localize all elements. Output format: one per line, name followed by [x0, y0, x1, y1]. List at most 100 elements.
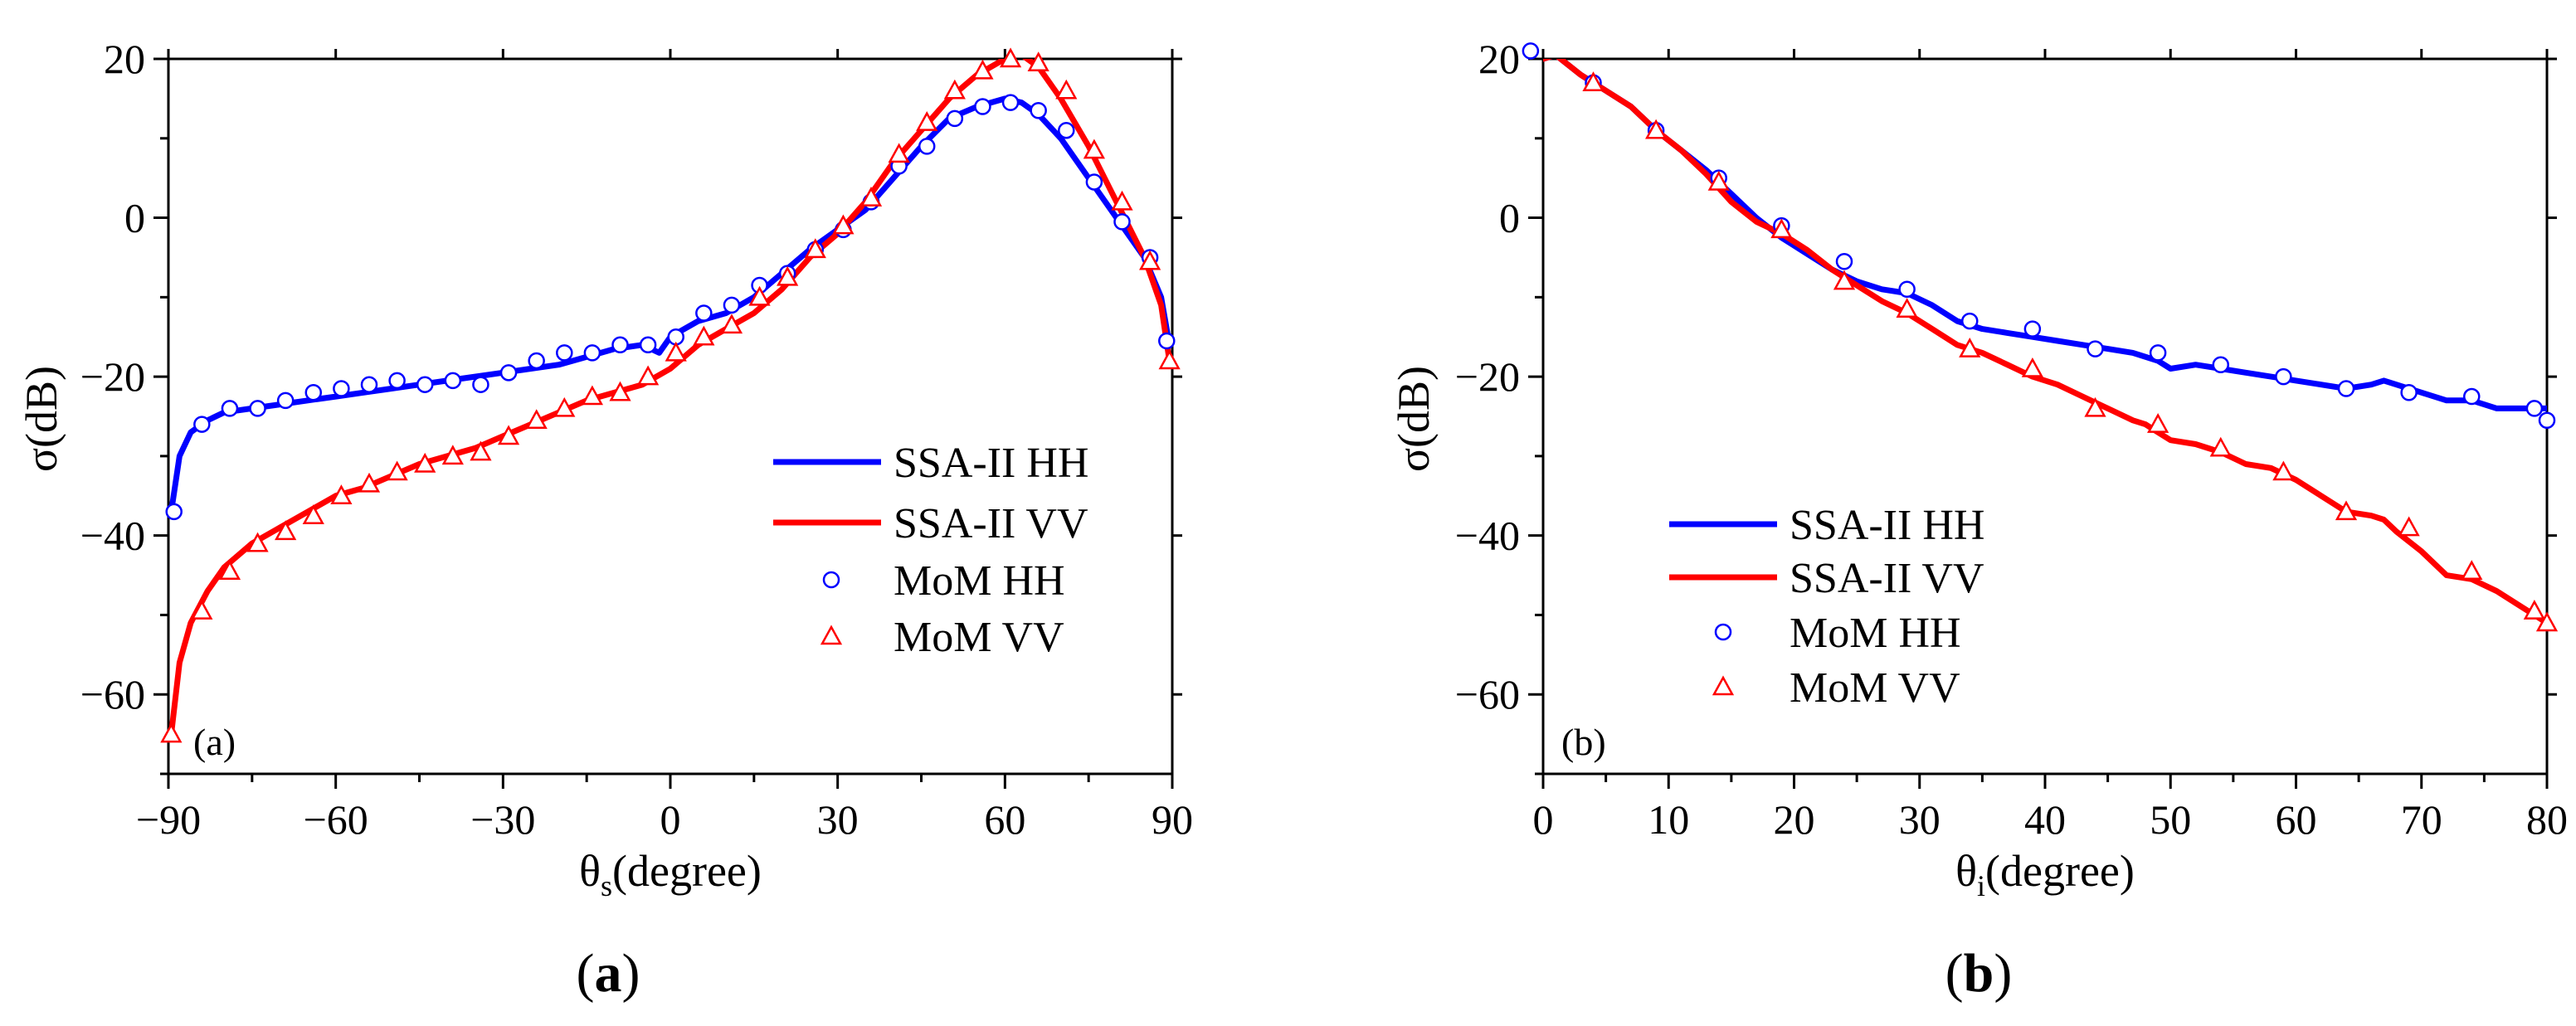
- x-tick-label: −90: [136, 796, 201, 843]
- data-point-mom-vv: [386, 460, 408, 481]
- x-tick-label: 70: [2401, 796, 2442, 843]
- inset-label-b: (b): [1561, 721, 1606, 763]
- data-point-mom-hh: [2538, 411, 2556, 430]
- data-point-mom-vv: [2021, 357, 2043, 377]
- data-point-mom-vv: [2272, 460, 2295, 481]
- data-point-mom-hh: [165, 503, 183, 521]
- x-axis-label-b: θi(degree): [1955, 846, 2135, 902]
- x-tick-label: 90: [1152, 796, 1193, 843]
- data-point-mom-vv: [1582, 71, 1605, 91]
- data-point-mom-hh: [2275, 367, 2292, 386]
- data-point-mom-vv: [1833, 270, 1856, 290]
- data-point-mom-hh: [695, 304, 713, 322]
- panel-b: 0 10 20 30 40 50 60 70 80 −60 −40 −20 0 20 σ(dB) θi(d…: [1389, 36, 2568, 1004]
- data-point-mom-vv: [2084, 396, 2106, 417]
- y-axis-label-a: σ(dB): [17, 366, 66, 472]
- y-tick-label: −60: [80, 671, 145, 717]
- x-tick-label: 60: [984, 796, 1025, 843]
- data-point-mom-vv: [748, 285, 771, 306]
- data-point-mom-hh: [723, 296, 741, 314]
- data-point-mom-hh: [499, 364, 518, 382]
- data-point-mom-vv: [191, 600, 213, 620]
- data-point-mom-hh: [918, 138, 936, 155]
- legend-label-ssa-vv-a: SSA-II VV: [894, 500, 1088, 547]
- data-point-mom-vv: [859, 187, 883, 207]
- data-point-mom-hh: [416, 376, 434, 393]
- x-tick-label: 50: [2150, 796, 2191, 843]
- data-point-mom-hh: [276, 391, 295, 410]
- data-point-mom-vv: [160, 722, 183, 743]
- data-point-mom-vv: [330, 484, 353, 505]
- data-point-mom-vv: [832, 214, 855, 235]
- data-point-mom-hh: [2149, 344, 2167, 362]
- data-point-mom-hh: [304, 384, 323, 401]
- data-point-mom-hh: [249, 400, 266, 417]
- x-tick-label: 0: [1533, 796, 1554, 843]
- x-tick-label: 10: [1648, 796, 1689, 843]
- data-point-mom-vv: [302, 504, 324, 524]
- series-line-ssa-ii-vv: [168, 59, 1172, 737]
- x-tick-label: 30: [817, 796, 859, 843]
- legend-label-ssa-hh-a: SSA-II HH: [894, 440, 1088, 487]
- data-point-mom-vv: [1027, 51, 1049, 72]
- x-tick-label: 20: [1774, 796, 1815, 843]
- data-point-mom-vv: [1055, 79, 1078, 100]
- legend-label-mom-hh-b: MoM HH: [1790, 610, 1961, 657]
- data-point-mom-hh: [2087, 340, 2104, 357]
- data-point-mom-hh: [472, 376, 489, 393]
- data-point-mom-vv: [665, 341, 687, 362]
- data-point-mom-vv: [441, 445, 464, 465]
- y-tick-label: −60: [1455, 671, 1520, 717]
- x-tick-label: −30: [470, 796, 535, 843]
- data-point-mom-hh: [1085, 173, 1103, 191]
- x-tick-label: 0: [660, 796, 681, 843]
- y-tick-label: 0: [124, 195, 145, 241]
- data-point-mom-vv: [275, 520, 297, 541]
- data-point-mom-hh: [2463, 387, 2481, 406]
- y-tick-label: −40: [1455, 513, 1520, 559]
- data-point-mom-hh: [1113, 213, 1131, 231]
- panel-a: −90 −60 −30 0 30 60 90 −60 −40 −20 0 20 σ(dB) θs(de…: [17, 36, 1193, 1004]
- y-tick-label: 0: [1499, 195, 1520, 241]
- x-tick-label: 80: [2526, 796, 2568, 843]
- ticks-b: 0 10 20 30 40 50 60 70 80 −60 −40 −20 0 20: [1455, 36, 2568, 843]
- x-tick-label: −60: [304, 796, 368, 843]
- data-point-mom-hh: [1522, 42, 1540, 60]
- data-point-mom-vv: [2335, 500, 2358, 521]
- data-point-mom-hh: [1001, 94, 1020, 111]
- data-point-mom-vv: [218, 560, 241, 581]
- legend-label-ssa-hh-b: SSA-II HH: [1790, 502, 1984, 549]
- legend-a: SSA-II HH SSA-II VV MoM HH MoM VV: [773, 440, 1088, 661]
- plot-frame-a: [167, 57, 1174, 776]
- ticks-a: −90 −60 −30 0 30 60 90 −60 −40 −20 0 20: [80, 36, 1193, 843]
- data-point-mom-vv: [1770, 218, 1793, 239]
- data-point-mom-hh: [1835, 252, 1853, 270]
- data-point-mom-vv: [525, 409, 548, 430]
- data-point-mom-vv: [2535, 611, 2559, 632]
- data-point-mom-vv: [2398, 516, 2420, 537]
- data-point-mom-vv: [1158, 349, 1181, 370]
- y-tick-label: −40: [80, 513, 145, 559]
- data-point-mom-hh: [2337, 380, 2355, 397]
- data-point-mom-vv: [553, 396, 576, 417]
- data-point-mom-vv: [916, 111, 938, 131]
- markers-b: [1522, 42, 2559, 632]
- x-tick-label: 40: [2024, 796, 2066, 843]
- data-point-mom-vv: [497, 425, 520, 445]
- x-tick-label: 60: [2276, 796, 2317, 843]
- y-axis-label-b: σ(dB): [1389, 366, 1439, 472]
- y-tick-label: −20: [80, 353, 145, 400]
- legend-marker-mom-hh-a: [822, 571, 840, 589]
- x-axis-label-a: θs(degree): [579, 846, 762, 902]
- data-point-mom-vv: [636, 365, 660, 386]
- data-point-mom-hh: [193, 416, 211, 433]
- data-point-mom-hh: [1898, 280, 1916, 299]
- data-point-mom-hh: [1158, 332, 1176, 350]
- legend-label-ssa-vv-b: SSA-II VV: [1790, 555, 1984, 602]
- data-point-mom-hh: [528, 352, 545, 370]
- data-point-mom-hh: [221, 400, 239, 417]
- legend-label-mom-vv-b: MoM VV: [1790, 664, 1960, 712]
- data-point-mom-hh: [2400, 384, 2418, 401]
- data-point-mom-hh: [1058, 121, 1075, 139]
- data-point-mom-vv: [2461, 560, 2483, 581]
